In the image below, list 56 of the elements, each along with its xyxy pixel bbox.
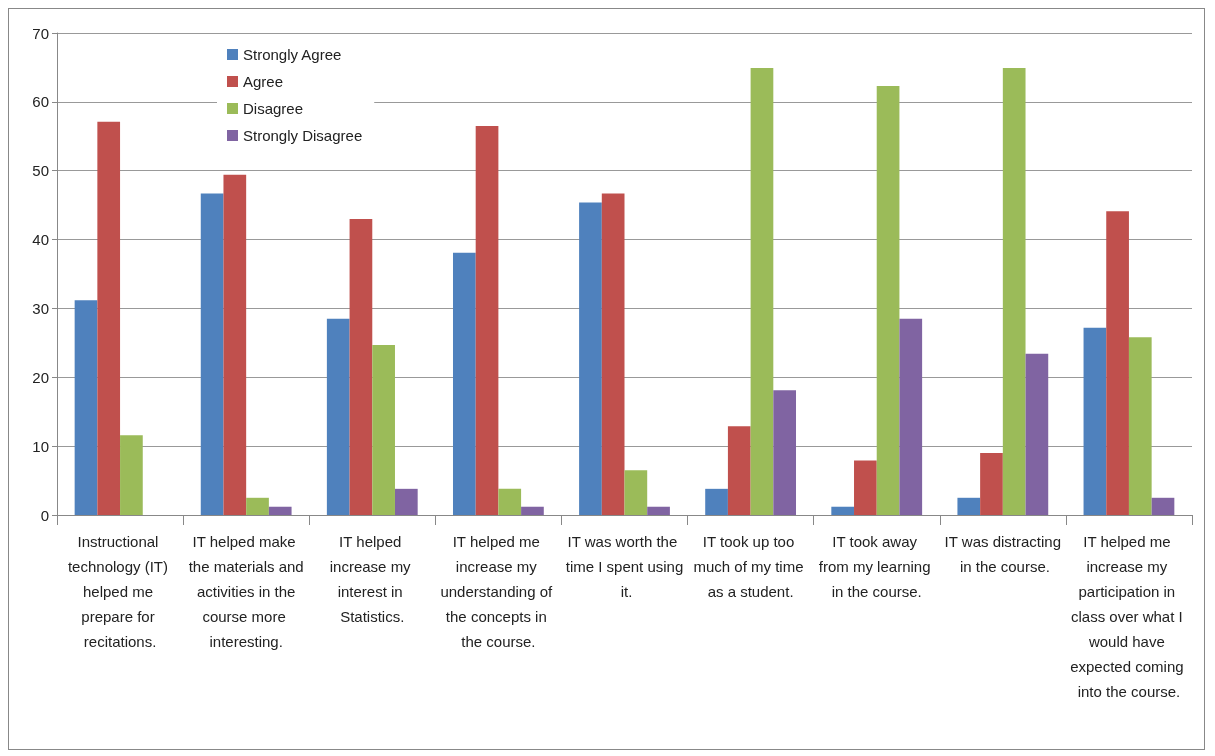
bar xyxy=(1106,211,1129,515)
bar xyxy=(579,202,602,515)
bar xyxy=(1002,68,1026,515)
bar xyxy=(1025,353,1049,515)
bar xyxy=(394,488,418,515)
bar xyxy=(727,426,751,515)
x-tick-label: IT helped me increase my understanding of the concepts in the course. xyxy=(440,533,557,650)
bar xyxy=(876,86,900,515)
x-tick-label: IT helped increase my interest in Statistics. xyxy=(329,533,415,625)
bar xyxy=(899,318,923,515)
bar xyxy=(1128,337,1152,515)
bar xyxy=(97,121,121,515)
bar xyxy=(120,435,143,515)
bar xyxy=(475,125,499,515)
y-tick-label: 70 xyxy=(32,24,49,42)
bar xyxy=(349,218,373,515)
bar xyxy=(74,300,98,515)
x-tick-label: IT was distracting in the course. xyxy=(944,533,1062,575)
bar xyxy=(372,344,395,515)
x-tick-label: IT helped me increase my participation in class over what I would have expected coming into the course. xyxy=(1070,533,1188,700)
bar xyxy=(498,488,522,515)
bar xyxy=(223,174,247,515)
bar xyxy=(624,470,648,515)
bar xyxy=(326,318,350,515)
bar xyxy=(647,506,670,515)
y-tick-label: 0 xyxy=(40,506,49,524)
y-tick-label: 50 xyxy=(32,162,49,180)
bar xyxy=(1151,497,1175,515)
legend-label: Strongly Disagree xyxy=(243,127,363,144)
x-tick-label: Instructional technology (IT) helped me prepare for recitations. xyxy=(67,533,173,650)
bar xyxy=(452,252,476,515)
legend-label: Strongly Agree xyxy=(243,46,342,63)
x-tick-label: IT helped make the materials and activities in the course more interesting. xyxy=(188,533,304,650)
y-tick-label: 60 xyxy=(32,93,49,111)
bar xyxy=(601,193,625,515)
y-tick-label: 10 xyxy=(32,437,49,455)
bar xyxy=(957,497,981,515)
x-tick-label: IT took away from my learning in the course. xyxy=(818,533,935,600)
bar xyxy=(200,193,224,515)
bar xyxy=(521,506,544,515)
bar xyxy=(831,506,855,515)
bar xyxy=(1083,327,1107,515)
bar xyxy=(750,68,774,515)
bar xyxy=(980,453,1003,515)
bar xyxy=(246,497,269,515)
y-tick-label: 30 xyxy=(32,299,49,317)
x-tick-label: IT was worth the time I spent using it. xyxy=(565,533,684,600)
legend-label: Agree xyxy=(243,73,284,90)
bar xyxy=(773,390,797,515)
x-tick-label: IT took up too much of my time as a student. xyxy=(693,533,808,600)
bar xyxy=(705,488,728,515)
bar xyxy=(854,460,877,515)
bar xyxy=(268,506,292,515)
legend-label: Disagree xyxy=(243,100,304,117)
y-tick-label: 40 xyxy=(32,231,49,249)
y-tick-label: 20 xyxy=(32,368,49,386)
